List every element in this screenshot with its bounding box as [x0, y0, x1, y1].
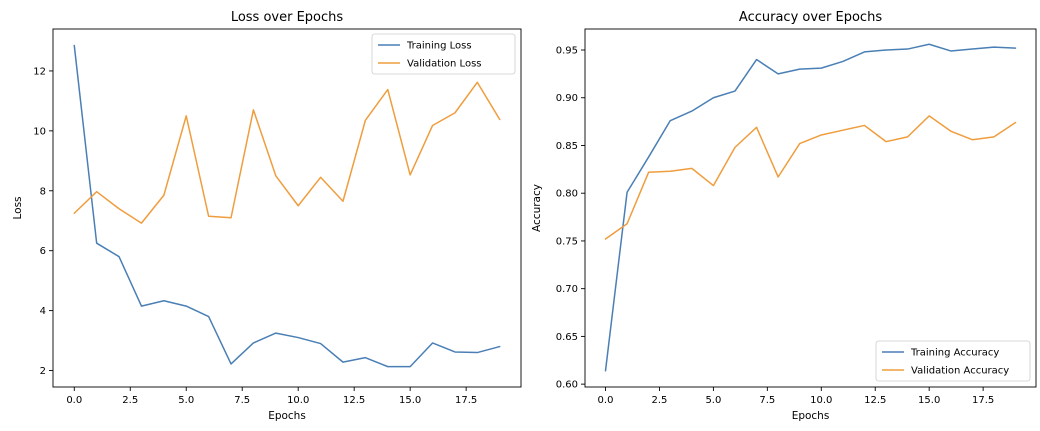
loss-x-tick-label: 15.0 — [399, 395, 421, 406]
accuracy-x-tick-label: 5.0 — [705, 395, 721, 406]
accuracy-legend-box — [875, 340, 1031, 382]
loss-x-axis-label: Epochs — [268, 410, 306, 422]
accuracy-x-tick-label: 12.5 — [864, 395, 886, 406]
loss-x-tick-label: 5.0 — [178, 395, 194, 406]
loss-y-tick-label: 6 — [40, 246, 46, 257]
loss-y-tick-label: 4 — [40, 306, 46, 317]
accuracy-plot-frame — [584, 28, 1037, 388]
loss-legend-label: Validation Loss — [407, 59, 482, 70]
loss-chart: Loss over Epochs 0.0 2.5 5.0 7.5 10.0 12.5 15.0… — [12, 10, 522, 422]
accuracy-legend-label: Training Accuracy — [910, 348, 999, 359]
loss-x-tick-label: 2.5 — [122, 395, 138, 406]
loss-x-tick-label: 0.0 — [66, 395, 82, 406]
accuracy-y-tick-label: 0.85 — [556, 141, 578, 152]
loss-legend-box — [371, 33, 516, 75]
accuracy-chart-title: Accuracy over Epochs — [739, 10, 882, 25]
loss-plot-frame — [52, 28, 522, 388]
accuracy-x-tick-label: 17.5 — [972, 395, 994, 406]
accuracy-y-tick-label: 0.80 — [556, 189, 578, 200]
accuracy-x-tick-label: 10.0 — [810, 395, 832, 406]
accuracy-legend: Training Accuracy Validation Accuracy — [875, 340, 1031, 382]
loss-y-tick-label: 8 — [40, 186, 46, 197]
accuracy-y-tick-label: 0.95 — [556, 46, 578, 57]
accuracy-x-axis-label: Epochs — [792, 410, 830, 422]
loss-y-tick-label: 12 — [33, 66, 46, 77]
loss-y-tick-label: 10 — [33, 126, 46, 137]
accuracy-x-tick-label: 2.5 — [651, 395, 667, 406]
loss-y-axis-label: Loss — [12, 196, 24, 219]
loss-x-tick-label: 12.5 — [343, 395, 365, 406]
accuracy-chart: Accuracy over Epochs 0.0 2.5 5.0 7.5 10.0 12.5… — [531, 10, 1037, 422]
accuracy-y-axis-label: Accuracy — [531, 184, 543, 232]
accuracy-series-validation-line — [604, 115, 1017, 240]
loss-x-tick-label: 10.0 — [287, 395, 309, 406]
accuracy-y-tick-label: 0.90 — [556, 93, 578, 104]
loss-x-tick-label: 17.5 — [455, 395, 477, 406]
accuracy-y-tick-label: 0.60 — [556, 380, 578, 391]
accuracy-series-training-line — [604, 43, 1017, 372]
loss-x-tick-label: 7.5 — [234, 395, 250, 406]
loss-chart-title: Loss over Epochs — [231, 10, 344, 25]
accuracy-y-tick-label: 0.65 — [556, 332, 578, 343]
accuracy-x-tick-label: 7.5 — [759, 395, 775, 406]
loss-legend-label: Training Loss — [406, 41, 472, 52]
loss-series-training-line — [73, 44, 501, 368]
loss-y-tick-label: 2 — [40, 366, 46, 377]
accuracy-x-tick-label: 15.0 — [918, 395, 940, 406]
loss-series-validation-line — [73, 81, 501, 224]
accuracy-y-tick-label: 0.75 — [556, 236, 578, 247]
loss-legend: Training Loss Validation Loss — [371, 33, 516, 75]
accuracy-y-tick-label: 0.70 — [556, 284, 578, 295]
accuracy-x-tick-label: 0.0 — [598, 395, 614, 406]
accuracy-legend-label: Validation Accuracy — [911, 366, 1009, 377]
